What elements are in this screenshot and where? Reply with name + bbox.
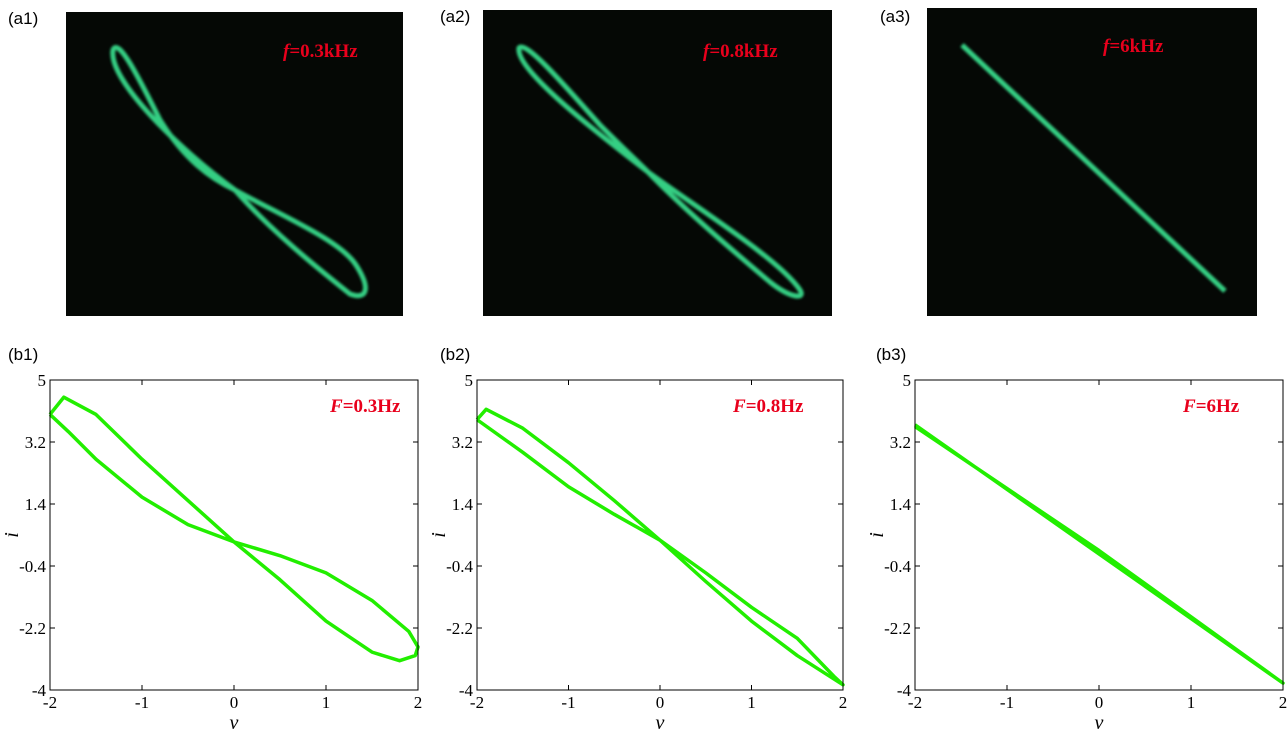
y-tick-label: -4 [32,681,47,700]
y-tick-label: -2.2 [446,619,473,638]
x-tick-label: -1 [1000,693,1014,712]
panel-label: (b2) [440,345,470,364]
photo-a3: (a3) f=6kHz [880,7,1257,316]
y-tick-label: -0.4 [446,557,473,576]
y-tick-label: 1.4 [25,495,47,514]
y-tick-label: -4 [897,681,912,700]
x-tick-label: 1 [1187,693,1196,712]
panel-label: (b3) [876,345,906,364]
annotation-symbol: F [1182,396,1196,417]
y-tick-label: -4 [459,681,474,700]
y-tick-label: 5 [38,371,47,390]
y-tick-label: 3.2 [25,433,46,452]
series-line [913,423,1285,685]
y-tick-label: -2.2 [19,619,46,638]
annotation-text: =6kHz [1109,36,1164,57]
x-tick-label: 0 [230,693,239,712]
axes-frame [914,379,1284,691]
x-tick-label: 0 [1095,693,1104,712]
axes-frame [49,379,419,691]
trace [110,45,368,299]
y-axis-label: i [428,532,450,538]
photo-a2: (a2) f=0.8kHz [440,7,832,316]
x-tick-label: -1 [561,693,575,712]
annotation: F=0.8Hz [732,396,804,417]
x-tick-label: -2 [908,693,922,712]
annotation: F=6Hz [1182,396,1240,417]
x-tick-label: 1 [747,693,756,712]
annotation-symbol: f [703,41,711,62]
x-axis-label: v [656,712,665,731]
trace [516,44,804,299]
x-axis-label: v [1095,712,1104,731]
x-tick-label: -2 [470,693,484,712]
x-tick-label: 2 [1279,693,1287,712]
x-tick-label: -1 [135,693,149,712]
annotation-text: =0.3kHz [289,41,358,62]
annotation-text: =6Hz [1196,396,1240,417]
annotation-text: =0.3Hz [343,396,401,417]
annotation-symbol: f [283,41,291,62]
y-tick-label: -0.4 [19,557,46,576]
axes-frame [476,379,844,691]
x-tick-label: -2 [43,693,57,712]
annotation: f=0.3kHz [283,41,358,62]
y-tick-label: 3.2 [890,433,911,452]
annotation-symbol: F [329,396,343,417]
series-line [475,407,845,687]
chart: (b2) -2 -1 0 1 2 -4 -2.2 -0.4 1.4 3.2 5 v i F=0.8Hz [428,345,847,731]
annotation-symbol: F [732,396,746,417]
x-tick-label: 2 [414,693,423,712]
x-tick-label: 2 [839,693,848,712]
photo-frame [927,8,1257,316]
x-axis-label: v [230,712,239,731]
annotation: f=0.8kHz [703,41,778,62]
annotation-text: =0.8Hz [746,396,804,417]
trace [960,43,1227,293]
series-line [48,395,420,663]
y-tick-label: -0.4 [884,557,911,576]
y-axis-label: i [866,532,888,538]
annotation-symbol: f [1103,36,1111,57]
y-tick-label: 3.2 [452,433,473,452]
x-tick-label: 0 [656,693,665,712]
chart: (b3) -2 -1 0 1 2 -4 -2.2 -0.4 1.4 3.2 5 v i F=6Hz [866,345,1287,731]
annotation-text: =0.8kHz [709,41,778,62]
panel-label: (a2) [440,7,470,26]
y-tick-label: 5 [465,371,474,390]
y-axis-label: i [1,532,23,538]
chart: (b1) -2 -1 0 1 2 -4 -2.2 -0.4 1.4 3.2 5 v i F=0.3Hz [1,345,422,731]
x-tick-label: 1 [322,693,331,712]
y-tick-label: 1.4 [452,495,474,514]
panel-label: (b1) [8,345,38,364]
y-tick-label: 1.4 [890,495,912,514]
annotation: f=6kHz [1103,36,1164,57]
y-tick-label: -2.2 [884,619,911,638]
photo-frame [66,12,403,316]
annotation: F=0.3Hz [329,396,401,417]
panel-label: (a1) [8,9,38,28]
photo-a1: (a1) f=0.3kHz [8,9,403,316]
panel-label: (a3) [880,7,910,26]
y-tick-label: 5 [903,371,912,390]
